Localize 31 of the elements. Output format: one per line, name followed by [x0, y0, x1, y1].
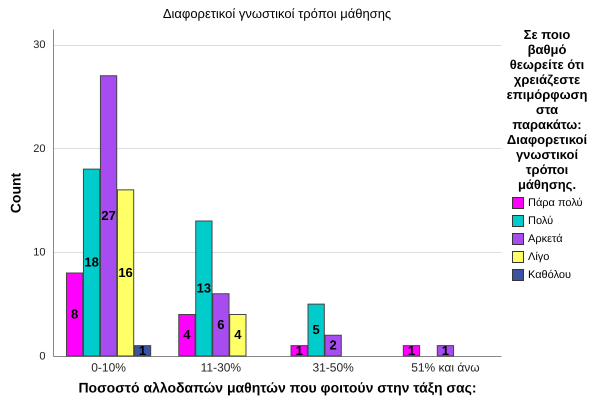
x-tick-label: 51% και άνω: [411, 360, 480, 374]
data-label: 4: [183, 327, 192, 342]
data-label: 27: [101, 208, 116, 223]
data-label: 2: [330, 338, 337, 353]
y-tick-label: 30: [33, 39, 46, 52]
y-axis-title: Count: [7, 172, 24, 214]
data-label: 6: [217, 316, 224, 332]
chart-title: Διαφορετικοί γνωστικοί τρόποι μάθησης: [162, 6, 392, 21]
x-tick-label: 31-50%: [312, 360, 354, 374]
data-label: 18: [84, 254, 99, 270]
legend-label: Λίγο: [528, 251, 550, 263]
x-tick-label: 0-10%: [91, 360, 126, 374]
legend-label: Καθόλου: [528, 269, 572, 281]
text: Σε ποιο βαθμό θεωρείτε ότι χρειάζεστε επιμόρφωση στα παρακάτω: Διαφορετικοί γνωστικοί τρόποι μάθησης.: [506, 27, 588, 192]
y-tick-label: 10: [33, 246, 46, 259]
legend-label: Πολύ: [528, 215, 554, 227]
y-tick-label: 0: [39, 350, 46, 362]
data-label: 13: [196, 280, 212, 296]
data-label: 1: [408, 342, 416, 358]
legend-label: Πάρα πολύ: [528, 197, 583, 209]
data-label: 1: [138, 342, 146, 358]
data-label: 5: [312, 322, 320, 338]
x-tick-label: 11-30%: [200, 360, 242, 374]
x-axis-title: Ποσοστό αλλοδαπών μαθητών που φοιτούν στην τάξη σας:: [78, 380, 477, 396]
data-label: 4: [234, 327, 242, 342]
legend-label: Αρκετά: [528, 233, 564, 245]
y-tick-label: 20: [33, 142, 46, 155]
data-label: 1: [296, 342, 303, 358]
data-label: 1: [442, 342, 450, 358]
data-label: 8: [71, 306, 78, 322]
data-label: 16: [118, 264, 133, 280]
